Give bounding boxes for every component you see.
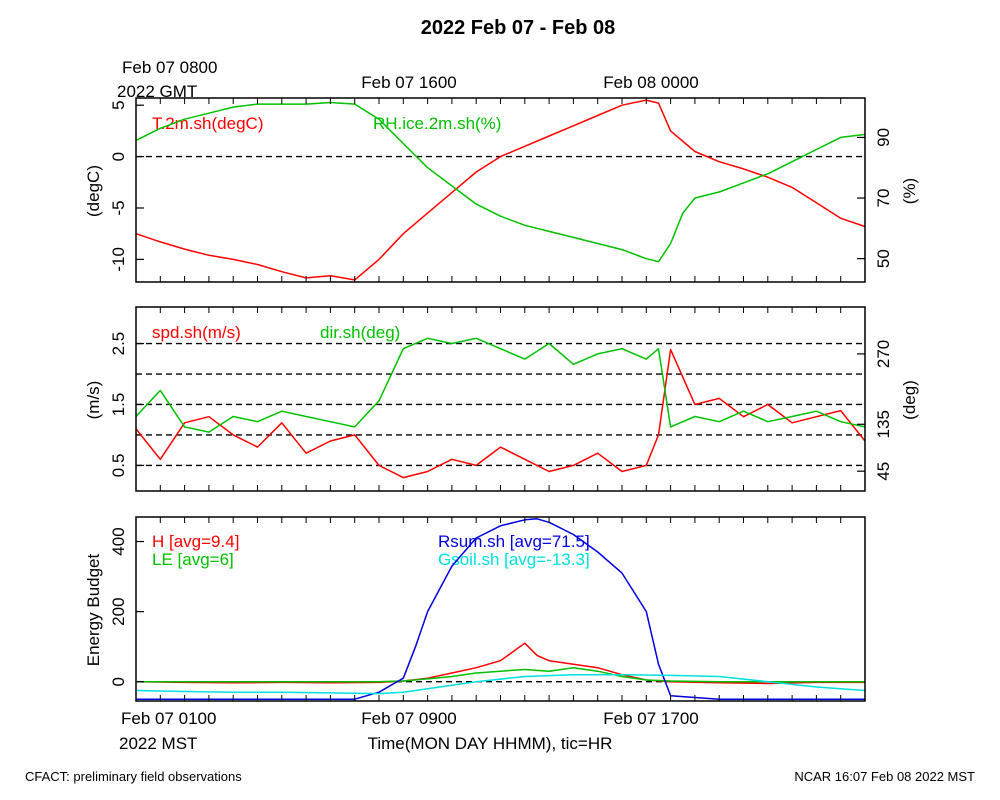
left-axis-tick-label: 1.5	[109, 393, 128, 417]
top-axis-start-date: Feb 07 0800	[122, 58, 217, 77]
series-line-1	[135, 99, 866, 281]
series-line-2	[135, 337, 866, 433]
series-line-2	[136, 666, 865, 683]
right-axis-tick-label: 50	[874, 249, 893, 268]
panel-3-plot: 400 200 0	[109, 516, 866, 702]
series-line-1	[135, 642, 865, 685]
left-axis-tick-label: 2.5	[109, 332, 128, 356]
series-line-1	[135, 348, 866, 479]
panel2-right-axis-label: (deg)	[900, 380, 919, 420]
chart-title: 2022 Feb 07 - Feb 08	[421, 17, 616, 39]
top-axis-start-timezone: 2022 GMT	[117, 82, 197, 101]
panel3-legend-le: LE [avg=6]	[152, 550, 234, 569]
right-axis-tick-label: 70	[874, 189, 893, 208]
bottom-axis-start-date: Feb 07 0100	[121, 709, 216, 728]
bottom-axis-label-2: Feb 07 1700	[603, 709, 698, 728]
left-axis-tick-label: 400	[109, 527, 128, 555]
top-axis-label-1: Feb 07 1600	[361, 73, 456, 92]
panel1-legend-series-2: RH.ice.2m.sh(%)	[373, 114, 501, 133]
top-axis-label-2: Feb 08 0000	[603, 73, 698, 92]
x-axis-title: Time(MON DAY HHMM), tic=HR	[368, 734, 613, 753]
panel3-legend-h: H [avg=9.4]	[152, 532, 239, 551]
left-axis-tick-label: -10	[109, 247, 128, 272]
panel1-left-axis-label: (degC)	[84, 165, 103, 217]
footer-right-note: NCAR 16:07 Feb 08 2022 MST	[794, 769, 975, 784]
panel3-left-axis-label: Energy Budget	[84, 553, 103, 666]
panel1-right-axis-label: (%)	[900, 178, 919, 204]
footer-left-note: CFACT: preliminary field observations	[25, 769, 242, 784]
right-axis-tick-label: 45	[874, 462, 893, 481]
panel-wind: (m/s) (deg) spd.sh(m/s) dir.sh(deg)	[84, 323, 919, 420]
panel2-legend-series-2: dir.sh(deg)	[320, 323, 400, 342]
left-axis-tick-label: 0	[109, 677, 128, 686]
right-axis-tick-label: 135	[874, 410, 893, 438]
panel-2-plot: 0.5 1.5 2.5 270 135 45	[109, 306, 893, 492]
series-line-4	[135, 673, 866, 695]
series-line-3	[136, 518, 865, 700]
panel2-legend-series-1: spd.sh(m/s)	[152, 323, 241, 342]
bottom-axis-start-timezone: 2022 MST	[119, 734, 197, 753]
plot-frame	[135, 306, 866, 492]
panel3-legend-rsum: Rsum.sh [avg=71.5]	[438, 532, 590, 551]
panel1-legend-series-1: T.2m.sh(degC)	[152, 114, 263, 133]
left-axis-tick-label: 0.5	[109, 454, 128, 478]
series-line-2	[135, 101, 866, 263]
left-axis-tick-label: 5	[109, 100, 128, 109]
panel-energy-budget: Energy Budget H [avg=9.4] LE [avg=6] Rsu…	[84, 532, 590, 666]
left-axis-tick-label: 0	[109, 152, 128, 161]
right-axis-tick-label: 270	[874, 340, 893, 368]
bottom-axis-label-1: Feb 07 0900	[361, 709, 456, 728]
panel3-legend-gsoil: Gsoil.sh [avg=-13.3]	[438, 550, 590, 569]
panel-temperature-humidity: (degC) (%) T.2m.sh(degC) RH.ice.2m.sh(%)	[84, 114, 919, 217]
left-axis-tick-label: -5	[109, 200, 128, 215]
panel2-left-axis-label: (m/s)	[84, 381, 103, 420]
left-axis-tick-label: 200	[109, 597, 128, 625]
right-axis-tick-label: 90	[874, 128, 893, 147]
